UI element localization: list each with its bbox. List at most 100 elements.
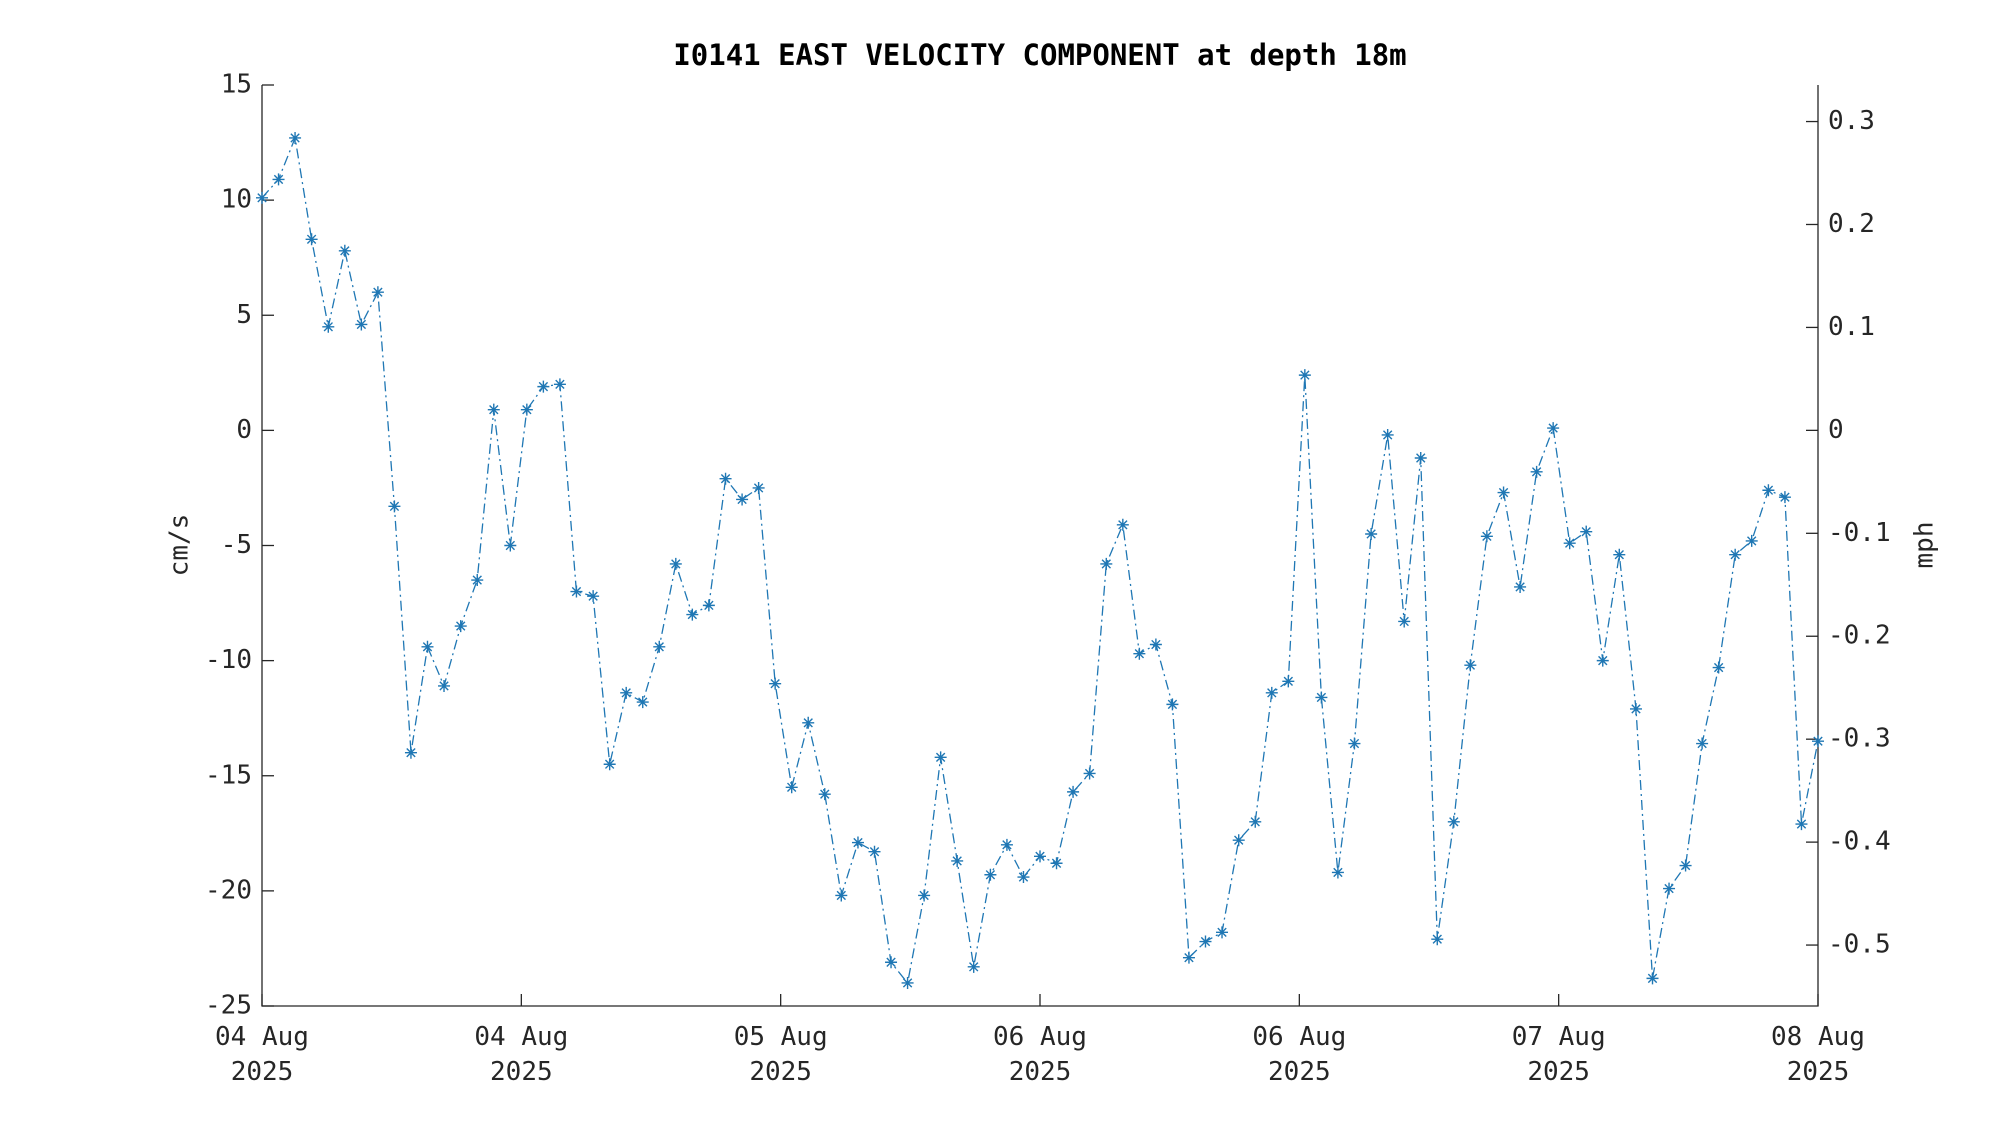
- chart-title: I0141 EAST VELOCITY COMPONENT at depth 1…: [673, 38, 1406, 72]
- data-point: [1795, 818, 1808, 831]
- data-point: [388, 500, 401, 513]
- data-point: [885, 956, 898, 969]
- y-tick-label: -15: [205, 760, 252, 790]
- y2-tick-label: 0.3: [1828, 106, 1875, 136]
- data-point: [653, 640, 666, 653]
- data-point: [1431, 933, 1444, 946]
- data-point: [603, 758, 616, 771]
- data-point: [1497, 486, 1510, 499]
- data-point: [487, 403, 500, 416]
- data-point: [1762, 484, 1775, 497]
- data-point: [1182, 951, 1195, 964]
- data-point: [1464, 659, 1477, 672]
- data-point: [1812, 735, 1824, 748]
- data-point: [338, 244, 351, 257]
- data-point: [1778, 491, 1791, 504]
- data-point: [1381, 428, 1394, 441]
- data-point: [1298, 369, 1311, 382]
- data-point: [1580, 525, 1593, 538]
- x-tick-label: 04 Aug 2025: [474, 1022, 569, 1087]
- data-point: [1265, 686, 1278, 699]
- data-point: [620, 686, 633, 699]
- data-point: [1249, 815, 1262, 828]
- y2-tick-label: -0.1: [1828, 518, 1891, 548]
- data-point: [1729, 548, 1742, 561]
- y-tick-label: -25: [205, 991, 252, 1021]
- data-point: [289, 131, 302, 144]
- data-point: [686, 608, 699, 621]
- data-point: [835, 889, 848, 902]
- x-tick-label: 06 Aug 2025: [993, 1022, 1087, 1087]
- data-point: [272, 173, 285, 186]
- y2-tick-label: 0.1: [1828, 312, 1875, 342]
- y-axis-label: cm/s: [165, 514, 195, 577]
- data-point: [404, 746, 417, 759]
- data-point: [1547, 422, 1560, 435]
- data-point: [1629, 702, 1642, 715]
- x-tick-label: 07 Aug 2025: [1511, 1022, 1606, 1087]
- data-point: [984, 868, 997, 881]
- data-point: [371, 286, 384, 299]
- data-point: [322, 320, 335, 333]
- x-tick-label: 05 Aug 2025: [733, 1022, 828, 1087]
- data-point: [305, 233, 318, 246]
- data-point: [1083, 767, 1096, 780]
- y-tick-label: 10: [221, 185, 252, 215]
- data-point: [951, 854, 964, 867]
- data-point: [1034, 850, 1046, 863]
- data-point: [636, 696, 649, 709]
- data-point: [1050, 857, 1063, 870]
- data-point: [1613, 548, 1626, 561]
- y2-tick-label: -0.4: [1828, 827, 1891, 857]
- data-point: [1447, 815, 1460, 828]
- data-point: [752, 481, 765, 494]
- data-point: [918, 889, 931, 902]
- data-point: [587, 590, 600, 603]
- data-point: [785, 781, 798, 794]
- data-point: [1017, 871, 1030, 884]
- data-point: [934, 751, 947, 764]
- data-point: [1116, 518, 1129, 531]
- data-point: [868, 845, 881, 858]
- data-point: [1232, 834, 1245, 847]
- y2-tick-label: -0.3: [1828, 724, 1891, 754]
- data-point: [355, 318, 368, 331]
- data-point: [719, 472, 732, 485]
- data-point: [520, 403, 533, 416]
- y2-axis-label: mph: [1910, 522, 1940, 569]
- y-tick-label: -20: [205, 875, 252, 905]
- data-point: [1663, 882, 1676, 895]
- data-point: [967, 960, 980, 973]
- data-point: [702, 599, 715, 612]
- x-tick-label: 08 Aug 2025: [1771, 1022, 1865, 1087]
- y-tick-label: 5: [236, 300, 252, 330]
- y2-tick-label: 0.2: [1828, 209, 1875, 239]
- data-point: [1646, 972, 1659, 985]
- data-point: [1000, 838, 1013, 851]
- axes-frame: [261, 85, 1819, 1007]
- data-point: [1348, 737, 1361, 750]
- data-point: [537, 380, 550, 393]
- data-point: [1530, 465, 1543, 478]
- data-point: [736, 493, 749, 506]
- y-tick-label: -10: [205, 645, 252, 675]
- data-point: [1282, 675, 1295, 688]
- data-point: [1067, 785, 1080, 798]
- data-point: [1696, 737, 1709, 750]
- data-point: [669, 557, 682, 570]
- data-point: [256, 191, 268, 204]
- data-point: [1745, 534, 1758, 547]
- data-point: [1331, 866, 1344, 879]
- data-point: [504, 539, 517, 552]
- data-point: [471, 574, 484, 587]
- data-point: [1414, 452, 1427, 465]
- data-point: [1480, 530, 1493, 543]
- data-point: [851, 836, 864, 849]
- data-point: [901, 976, 914, 989]
- data-point: [1216, 926, 1229, 939]
- y-tick-label: 15: [221, 70, 252, 100]
- data-point: [1133, 647, 1146, 660]
- data-point: [769, 677, 782, 690]
